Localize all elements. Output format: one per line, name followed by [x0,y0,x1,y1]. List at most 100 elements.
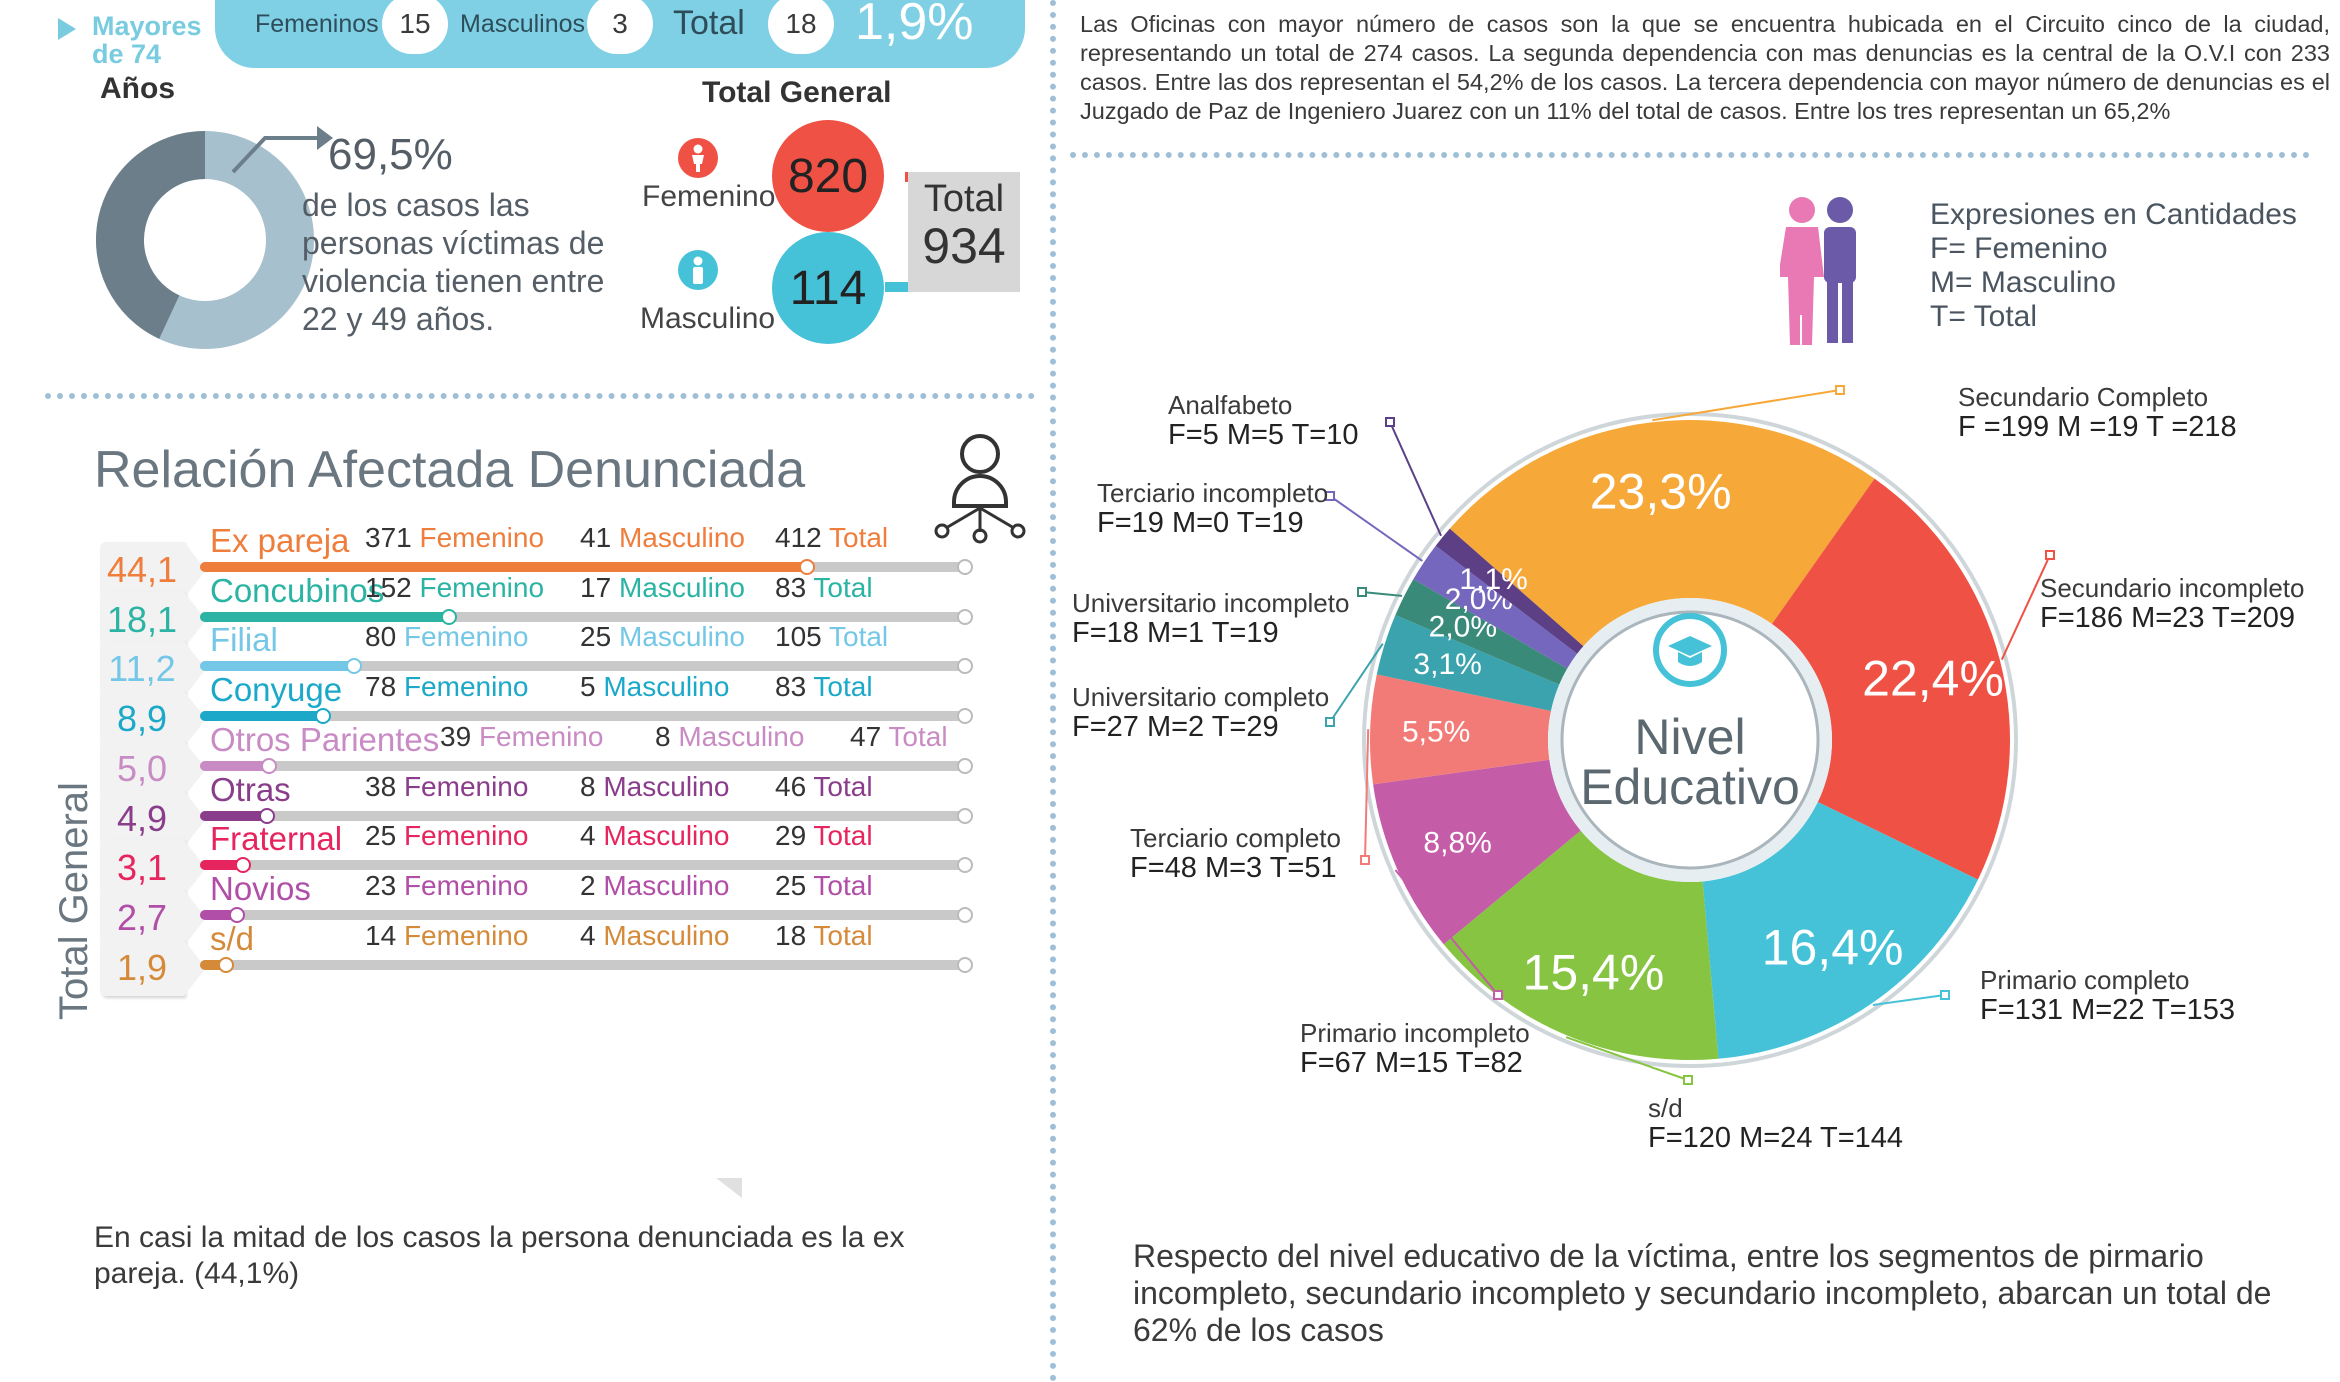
pie-leader-line [1652,389,1841,422]
pie-leader-marker [1325,717,1335,727]
row-masc-value: 4 [580,820,604,852]
pie-leader-marker [1385,417,1395,427]
row-percent-tag: 5,0 [100,740,206,797]
row-bar-knob [259,807,276,824]
pie-slice-primario-incompleto [1373,759,1581,945]
row-total-value: 83 [775,571,814,603]
row-fem-word: Femenino [403,621,529,653]
pie-slice-name: Primario completo [1980,965,2190,995]
row-bar-fill [200,611,450,622]
pie-slice-analfabeto [1435,528,1584,654]
pie-leader-marker [1360,855,1370,865]
row-total-value: 412 [775,522,829,553]
pie-slice-label: Universitario incompleto F=18 M=1 T=19 [1072,588,1349,648]
graduation-cap-shape [1668,636,1712,666]
row-label: Fraternal [210,820,343,858]
anos-label: Años [100,72,175,105]
row-femenino: 39 Femenino [440,721,655,759]
row-femenino: 25 Femenino [365,820,580,858]
row-total-word: Total [813,820,873,852]
row-fem-value: 14 [365,919,404,951]
pie-slice-label: Terciario incompleto F=19 M=0 T=19 [1097,478,1328,538]
row-fem-value: 80 [365,621,404,653]
row-fem-word: Femenino [419,571,545,603]
pie-slice-percent: 16,4% [1762,920,1904,976]
row-fem-value: 23 [365,869,404,901]
row-fem-word: Femenino [403,671,529,703]
pie-slice-name: Analfabeto [1168,390,1293,420]
total-general-vertical-label: Total General [52,782,96,1020]
row-track-end [957,956,973,973]
relacion-footer: En casi la mitad de los casos la persona… [94,1221,905,1290]
pie-slice-universitario-completo [1376,615,1560,711]
donut-percent: 69,5% [328,130,453,179]
pie-slice-detail: F=27 M=2 T=29 [1072,711,1279,743]
arrow-icon [231,126,333,174]
row-total: 83 Total [775,671,873,709]
pie-slice-name: Terciario completo [1130,823,1341,853]
row-bar-fill [200,860,243,871]
play-arrow-icon [58,18,76,40]
row-text-line: Concubinos 152 Femenino 17 Masculino 83 Tot… [210,572,970,610]
row-label: Otros Parientes [210,720,440,758]
row-percent-tag: 11,2 [100,641,206,698]
row-bar-fill [200,810,268,821]
row-femenino: 23 Femenino [365,870,580,908]
row-track-end [957,608,973,625]
row-label: Ex pareja [210,522,350,559]
pie-slice-terciario-incompleto [1413,545,1578,669]
row-label: s/d [210,919,255,957]
row-percent-tag: 2,7 [100,889,206,946]
pie-leader-line [2000,554,2051,661]
row-total-word: Total [829,522,889,553]
row-total: 105 Total [775,621,888,659]
row-track-end [957,658,973,675]
row-fem-word: Femenino [403,770,529,802]
femeninos-label: Femeninos [255,10,379,38]
row-total-value: 18 [775,919,814,951]
masculino-label: Masculino [640,302,776,335]
row-total-value: 47 [850,720,889,752]
pie-slice-percent: 22,4% [1862,650,2004,706]
pie-leader-line [1361,591,1403,597]
row-percent-tag: 18,1 [100,591,206,648]
total-box-label: Total [923,178,1005,220]
row-fem-value: 152 [365,571,420,603]
summary-band: Femeninos 15 Masculinos 3 Total 18 1,9% [215,0,1025,68]
row-femenino: 371 Femenino [365,522,580,560]
pie-slice-label: Analfabeto F=5 M=5 T=10 [1168,390,1359,450]
row-track [200,661,965,672]
pie-slice-percent: 5,5% [1402,715,1470,748]
pie-leader-marker [1493,990,1503,1000]
row-label: Conyuge [210,671,343,709]
pie-slice-label: Secundario Completo F =199 M =19 T =218 [1958,382,2237,442]
row-track [200,909,965,920]
pie-slice-detail: F=131 M=22 T=153 [1980,994,2236,1026]
row-track [200,611,965,622]
row-total-word: Total [813,869,873,901]
row-masc-value: 41 [580,522,619,553]
pie-slice-percent: 8,8% [1423,827,1491,860]
row-bar-knob [441,608,458,625]
row-masculino: 25 Masculino [580,621,775,659]
nivel-educativo-pie: 23,3%22,4%16,4%15,4%8,8%5,5%3,1%2,0%2,0%… [1325,385,2055,1085]
row-label: Otras [210,770,291,808]
age-donut [96,131,314,349]
pie-leader-marker [1683,1075,1693,1085]
row-bar-fill [200,661,355,672]
femeninos-value: 15 [382,0,448,54]
pie-leader-marker [1940,990,1950,1000]
row-track-end [957,906,973,923]
row-fem-value: 78 [365,671,404,703]
row-fem-value: 39 [440,720,479,752]
row-femenino: 14 Femenino [365,920,580,958]
femenino-circle: 820 [772,120,884,232]
legend-title: Expresiones en Cantidades [1930,198,2297,231]
row-track-end [957,807,973,824]
pie-slice-primario-completo [1702,801,1978,1059]
pie-slice-label: Universitario completo F=27 M=2 T=29 [1072,682,1329,742]
left-divider [45,393,1035,399]
pie-slice-universitario-incompleto [1395,579,1568,685]
row-total: 29 Total [775,820,873,858]
row-track [200,711,965,722]
